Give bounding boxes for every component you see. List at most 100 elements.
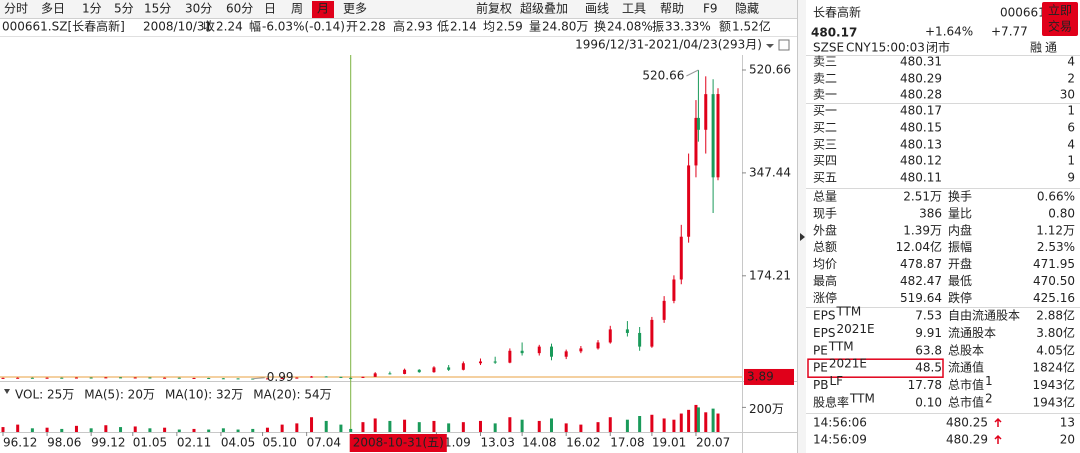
candle-body <box>564 351 568 357</box>
tool-button[interactable]: 画线 <box>585 2 609 16</box>
candle-body <box>579 348 583 352</box>
period-tab[interactable]: 1分 <box>82 2 102 16</box>
volume-bar <box>694 404 698 432</box>
volume-bar <box>608 417 612 432</box>
trade-time: 14:56:09 <box>813 433 867 447</box>
highlight-box <box>807 358 944 378</box>
candle-body <box>608 329 612 343</box>
fund-sup: LF <box>829 374 843 388</box>
fund-value: 4.05亿 <box>1036 342 1075 357</box>
range-label: 1996/12/31-2021/04/23(293月) <box>575 38 762 52</box>
cursor-value-label: 3.89 <box>747 369 774 383</box>
candle-body <box>310 376 314 378</box>
period-tab[interactable]: 周 <box>291 2 303 16</box>
stat-value: 2.51万 <box>903 190 942 204</box>
fund-label: 总市值 <box>948 395 984 410</box>
candle-body <box>177 377 181 379</box>
vol-tick-label: 200万 <box>749 402 784 416</box>
book-qty: 4 <box>1067 55 1075 69</box>
candle-body <box>461 363 465 370</box>
x-tick-label: 02.11 <box>177 436 211 450</box>
x-tick-label: 17.08 <box>610 436 644 450</box>
stat-value: 478.87 <box>900 257 942 271</box>
fund-value: 48.5 <box>915 361 942 375</box>
fund-label: EPS <box>813 309 835 323</box>
tool-button[interactable]: 隐藏 <box>735 2 759 16</box>
volume-bar <box>564 423 568 432</box>
x-tick-label: 99.12 <box>91 436 125 450</box>
fund-sup: 2 <box>985 392 993 406</box>
candle-body <box>716 94 720 178</box>
period-tab[interactable]: 15分 <box>144 2 171 16</box>
period-tab[interactable]: 5分 <box>114 2 134 16</box>
stock-code: 000661 <box>1000 6 1046 20</box>
volume-bar <box>478 420 482 432</box>
status: CNY <box>846 41 871 55</box>
period-tab[interactable]: 更多 <box>343 2 367 16</box>
stat-value: 470.50 <box>1033 274 1075 288</box>
book-label: 买二 <box>813 121 837 135</box>
status: 闭市 <box>926 40 950 55</box>
period-tab[interactable]: 60分 <box>226 2 253 16</box>
book-price: 480.11 <box>900 171 942 185</box>
book-price: 480.15 <box>900 121 942 135</box>
volume-legend: MA(5): 20万 <box>84 388 155 402</box>
candle-body <box>1 377 5 379</box>
volume-bar <box>679 413 683 432</box>
tool-button[interactable]: F9 <box>703 2 718 16</box>
tool-button[interactable]: 超级叠加 <box>520 1 568 16</box>
info-label: 开 <box>346 20 358 34</box>
stat-value: 386 <box>919 206 942 220</box>
range-icon[interactable] <box>778 39 790 51</box>
candle-body <box>89 377 93 379</box>
volume-bar <box>349 428 353 432</box>
trade-button[interactable]: 交易 <box>1048 19 1072 34</box>
volume-bar <box>119 427 123 432</box>
fund-sup: TTM <box>835 305 861 319</box>
range-dropdown[interactable] <box>766 44 774 48</box>
fund-label: 总股本 <box>948 343 984 357</box>
x-tick-label: 14.08 <box>522 436 556 450</box>
x-tick-label: 96.12 <box>3 436 37 450</box>
stat-label: 量比 <box>948 206 972 220</box>
fund-label: 总市值 <box>948 377 984 392</box>
candle-body <box>221 378 225 380</box>
candle-body <box>163 377 167 379</box>
period-tab[interactable]: 日 <box>264 2 276 16</box>
volume-bar <box>662 418 666 432</box>
stat-value: 1.12万 <box>1036 223 1075 237</box>
candle-body <box>432 367 436 373</box>
period-tab[interactable]: 分时 <box>4 2 28 16</box>
tool-button[interactable]: 工具 <box>622 2 646 16</box>
volume-bar <box>45 427 49 432</box>
candle-body <box>704 94 708 130</box>
tool-button[interactable]: 前复权 <box>476 1 512 16</box>
book-label: 卖二 <box>813 72 837 86</box>
book-price: 480.13 <box>900 138 942 152</box>
fund-label: EPS <box>813 326 835 340</box>
volume-bar <box>148 428 152 432</box>
x-tick-label: 19.01 <box>652 436 686 450</box>
period-tab[interactable]: 30分 <box>185 2 212 16</box>
stat-value: 0.66% <box>1037 190 1075 204</box>
trade-button-bg[interactable] <box>1042 2 1078 36</box>
period-tab[interactable]: 多日 <box>41 2 65 16</box>
candle-body <box>417 369 421 373</box>
vol-toggle[interactable] <box>4 389 10 394</box>
collapse-arrow[interactable] <box>800 233 805 241</box>
candle-body <box>650 319 654 347</box>
volume-bar <box>221 428 225 432</box>
volume-bar <box>508 417 512 432</box>
candle-body <box>265 378 269 380</box>
trade-button[interactable]: 立即 <box>1048 3 1072 18</box>
stat-value: 0.80 <box>1048 206 1075 220</box>
volume-bar <box>89 428 93 432</box>
period-tab[interactable]: 月 <box>317 2 329 16</box>
x-tick-label: 13.03 <box>480 436 514 450</box>
book-label: 买四 <box>813 154 837 168</box>
volume-bar <box>650 414 654 432</box>
volume-legend: VOL: 25万 <box>15 388 74 402</box>
annotation: 0.99 <box>267 370 294 384</box>
tool-button[interactable]: 帮助 <box>660 2 684 16</box>
candle-body <box>148 377 152 379</box>
